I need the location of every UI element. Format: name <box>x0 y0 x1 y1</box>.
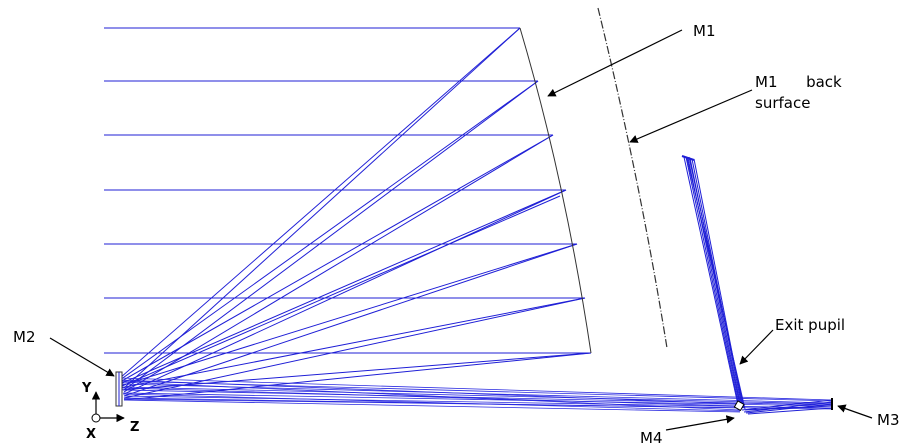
m1-back-surface <box>597 7 668 349</box>
m1-leader <box>547 29 683 97</box>
rays-m4-to-exit-pupil <box>683 156 746 410</box>
m1-label: M1 <box>693 22 716 40</box>
exit-pupil-leader <box>739 329 774 365</box>
reflected-rays-to-m2 <box>119 27 592 401</box>
rays-m3-to-m4 <box>741 399 833 415</box>
coordinate-axes: Y X Z <box>81 381 139 442</box>
m4-mirror <box>733 400 745 412</box>
exit-pupil-stop <box>681 155 695 161</box>
exit-pupil-label: Exit pupil <box>775 316 845 334</box>
axis-y-label: Y <box>81 381 92 396</box>
axis-x-label: X <box>86 427 96 442</box>
m2-leader <box>49 337 115 377</box>
m1-back-label: M1 back <box>755 73 842 91</box>
m3-label: M3 <box>877 411 900 429</box>
axis-z-label: Z <box>130 420 139 435</box>
m1-back-label-2: surface <box>755 94 810 112</box>
m1-mirror <box>519 27 592 354</box>
m1-back-leader <box>629 89 753 143</box>
m2-label: M2 <box>13 328 36 346</box>
m4-label: M4 <box>640 429 663 445</box>
incoming-rays <box>104 27 591 354</box>
m3-leader <box>837 404 873 419</box>
m4-leader <box>665 415 735 431</box>
rays-m2-to-m3 <box>119 377 833 413</box>
